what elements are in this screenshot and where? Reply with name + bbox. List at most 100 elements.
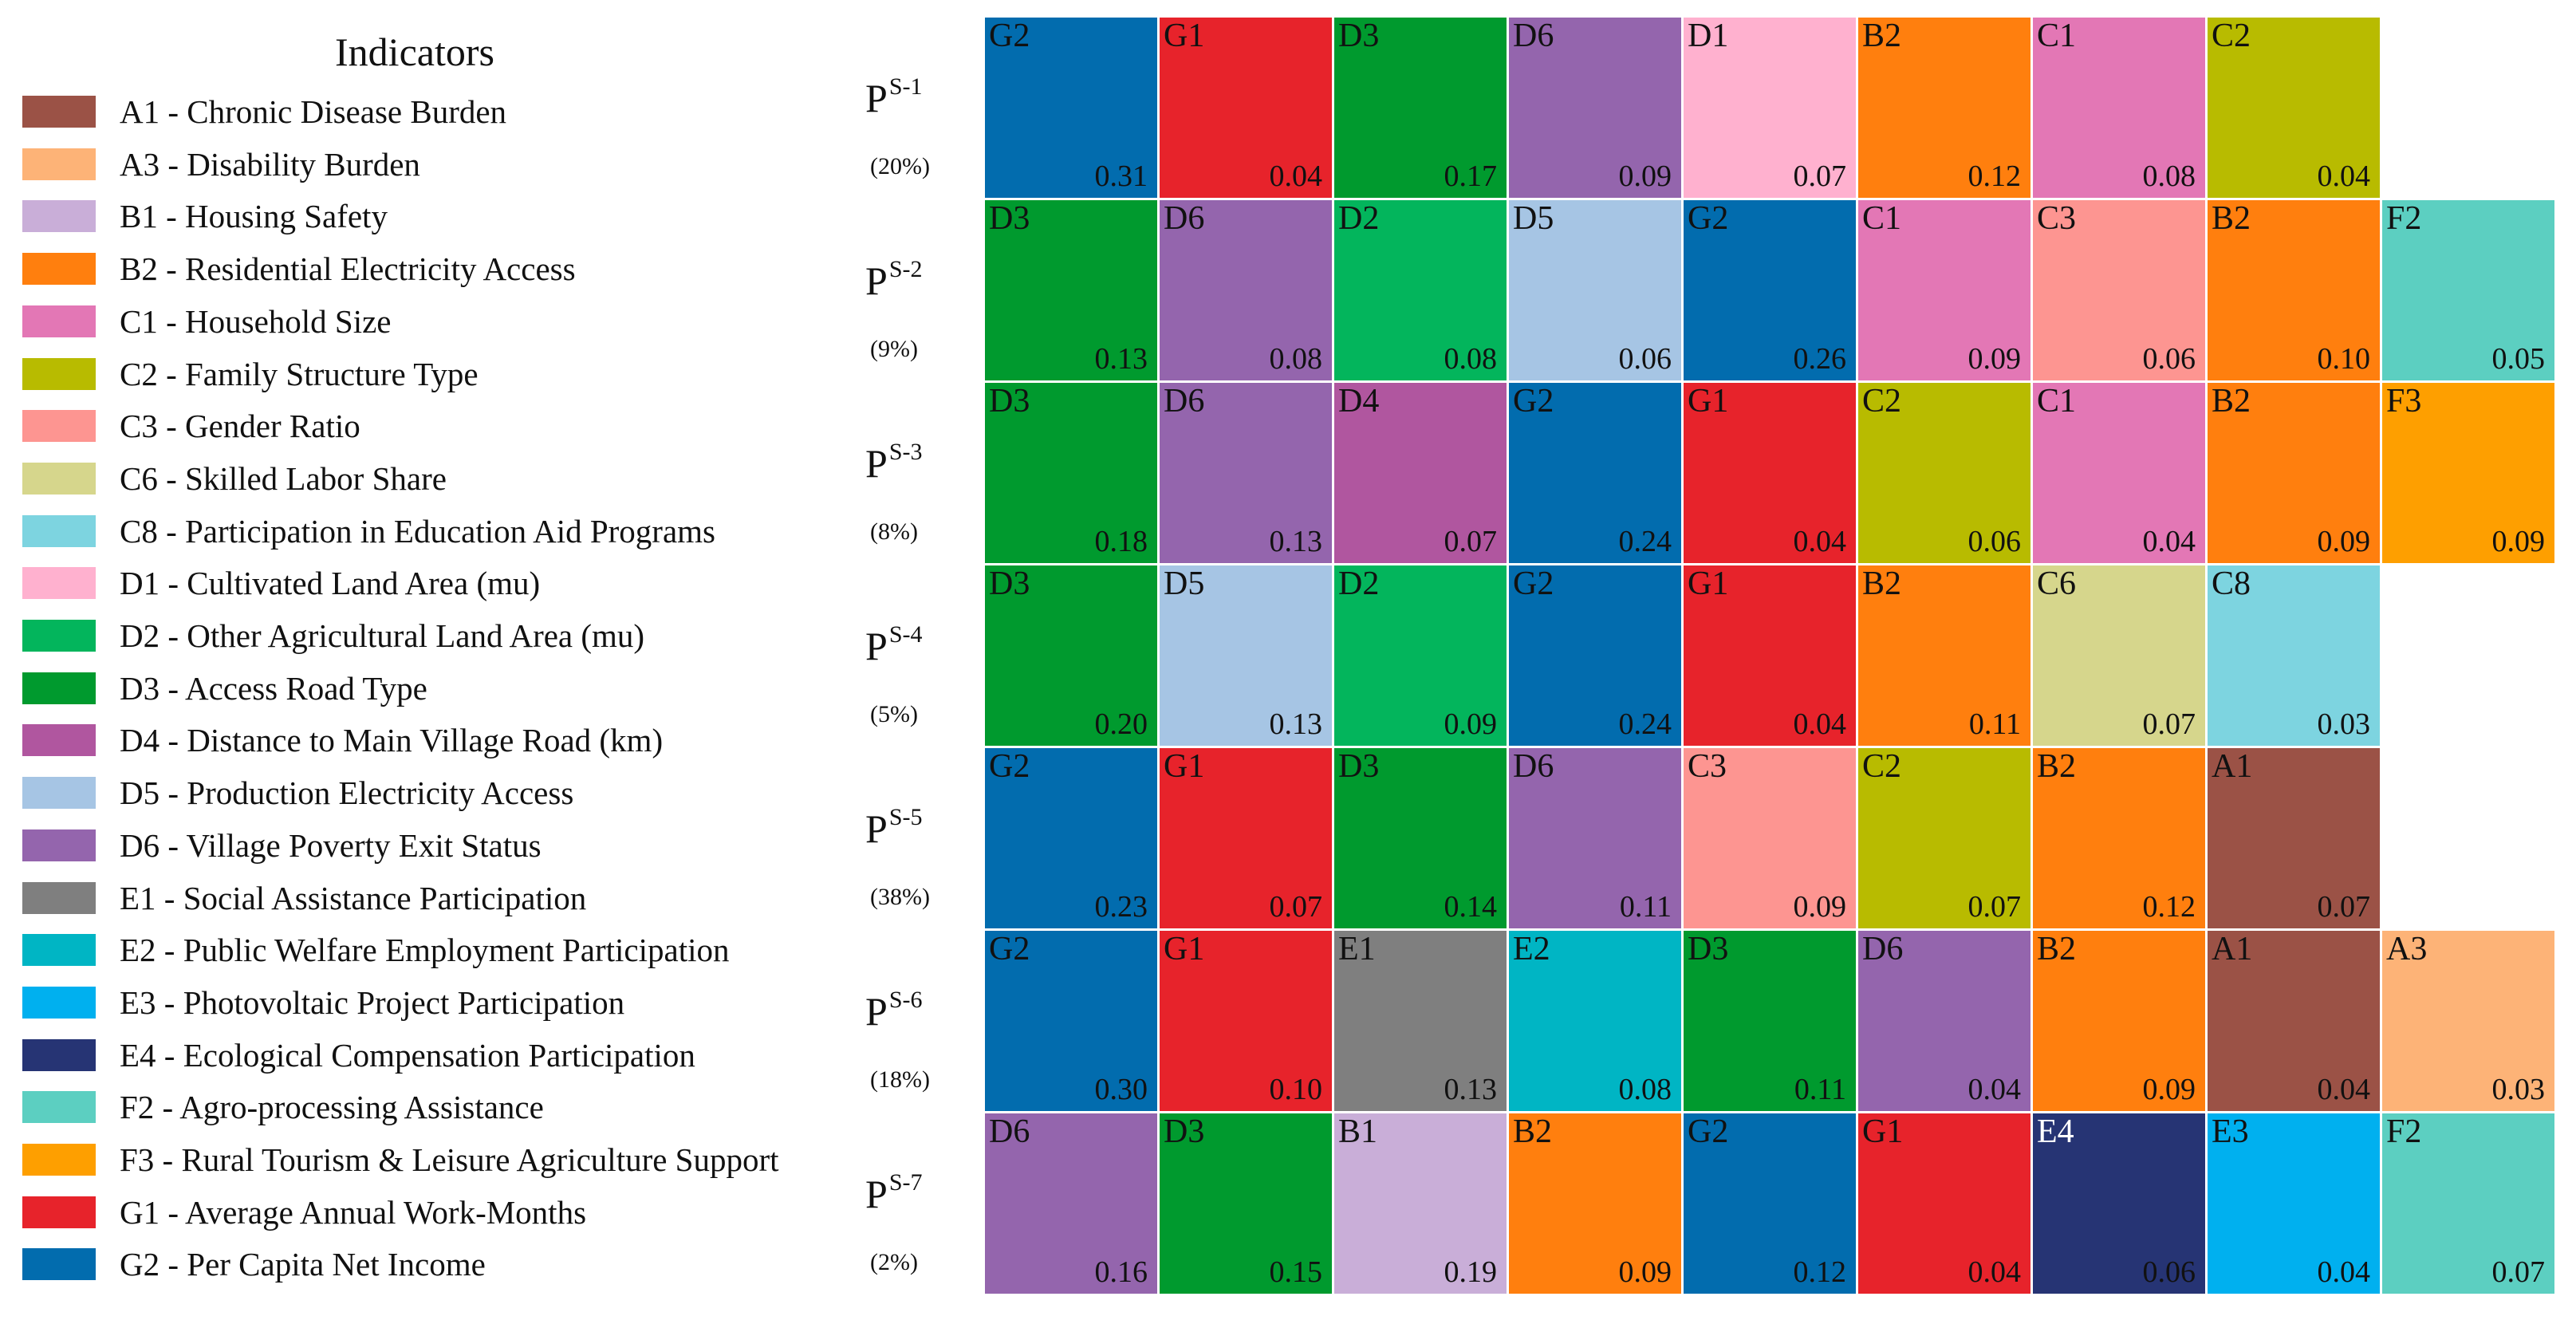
row-share: (5%) (870, 701, 918, 727)
heatmap-cell-d2: D2 0.09 (1334, 565, 1509, 748)
legend-item-a1: A1 - Chronic Disease Burden (22, 93, 506, 130)
cell-value: 0.06 (2142, 342, 2196, 376)
cell-code: B2 (2037, 748, 2077, 785)
legend-swatch (22, 305, 96, 337)
cell-value: 0.04 (2317, 160, 2371, 193)
legend-swatch (22, 1144, 96, 1176)
legend-item-f3: F3 - Rural Tourism & Leisure Agriculture… (22, 1141, 779, 1178)
cell-value: 0.09 (1618, 160, 1672, 193)
cell-code: G2 (989, 748, 1030, 785)
legend-swatch (22, 986, 96, 1019)
heatmap-cell-d6: D6 0.09 (1509, 18, 1684, 200)
cell-value: 0.09 (1444, 707, 1498, 741)
legend-item-f2: F2 - Agro-processing Assistance (22, 1089, 544, 1125)
cell-value: 0.10 (1269, 1073, 1323, 1106)
legend-label: D1 - Cultivated Land Area (mu) (120, 565, 541, 602)
heatmap-cell-c1: C1 0.09 (1858, 200, 2033, 383)
cell-value: 0.04 (1793, 707, 1847, 741)
legend-label: E1 - Social Assistance Participation (120, 879, 587, 916)
heatmap-cell-d3: D3 0.18 (985, 383, 1160, 565)
cell-code: C2 (1862, 748, 1902, 785)
heatmap-cell-c8: C8 0.03 (2208, 565, 2382, 748)
heatmap-cell-d6: D6 0.11 (1509, 748, 1684, 931)
legend-swatch (22, 514, 96, 547)
cell-code: D6 (989, 1113, 1030, 1150)
cell-value: 0.24 (1618, 707, 1672, 741)
heatmap-cell-b1: B1 0.19 (1334, 1113, 1509, 1296)
legend-swatch (22, 1196, 96, 1228)
cell-code: E2 (1513, 931, 1550, 967)
heatmap-cell-b2: B2 0.09 (2033, 931, 2208, 1113)
heatmap-cell-a1: A1 0.04 (2208, 931, 2382, 1113)
legend-item-e4: E4 - Ecological Compensation Participati… (22, 1037, 695, 1074)
cell-value: 0.04 (1967, 1073, 2022, 1106)
heatmap-cell-g2: G2 0.23 (985, 748, 1160, 931)
legend-swatch (22, 567, 96, 600)
heatmap-cell-b2: B2 0.12 (2033, 748, 2208, 931)
cell-code: C1 (2037, 18, 2077, 54)
legend-item-d6: D6 - Village Poverty Exit Status (22, 827, 542, 864)
legend-swatch (22, 253, 96, 286)
heatmap-cell-e4: E4 0.06 (2033, 1113, 2208, 1296)
cell-value: 0.04 (1269, 160, 1323, 193)
cell-code: D6 (1164, 200, 1205, 237)
row-name: PS-4 (865, 621, 923, 668)
legend-swatch (22, 724, 96, 757)
cell-value: 0.12 (2142, 890, 2196, 924)
heatmap-cell-c1: C1 0.04 (2033, 383, 2208, 565)
cell-code: B2 (2212, 383, 2251, 420)
cell-code: D6 (1513, 748, 1554, 785)
legend-label: G1 - Average Annual Work-Months (120, 1193, 587, 1231)
legend-item-b2: B2 - Residential Electricity Access (22, 250, 576, 287)
cell-code: D2 (1338, 200, 1380, 237)
legend-item-e2: E2 - Public Welfare Employment Participa… (22, 932, 730, 968)
heatmap-cell-c3: C3 0.09 (1684, 748, 1858, 931)
legend-item-d4: D4 - Distance to Main Village Road (km) (22, 722, 663, 759)
cell-value: 0.26 (1793, 342, 1847, 376)
legend-swatch (22, 1248, 96, 1281)
cell-value: 0.09 (2142, 1073, 2196, 1106)
legend-label: D2 - Other Agricultural Land Area (mu) (120, 617, 645, 654)
cell-value: 0.11 (1619, 890, 1672, 924)
heatmap-cell-d3: D3 0.13 (985, 200, 1160, 383)
heatmap-cell-d4: D4 0.07 (1334, 383, 1509, 565)
heatmap-cell-a1: A1 0.07 (2208, 748, 2382, 931)
cell-value: 0.13 (1269, 525, 1323, 558)
legend-item-c8: C8 - Participation in Education Aid Prog… (22, 513, 715, 550)
legend-label: C3 - Gender Ratio (120, 408, 360, 445)
heatmap-cell-c2: C2 0.07 (1858, 748, 2033, 931)
heatmap-cell-g2: G2 0.24 (1509, 383, 1684, 565)
row-share: (18%) (870, 1066, 930, 1093)
row-share: (8%) (870, 518, 918, 545)
row-share: (9%) (870, 336, 918, 362)
cell-value: 0.13 (1444, 1073, 1498, 1106)
row-name: PS-7 (865, 1169, 923, 1216)
cell-value: 0.03 (2491, 1073, 2546, 1106)
heatmap-cell-f2: F2 0.05 (2382, 200, 2557, 383)
cell-code: F2 (2386, 200, 2422, 237)
heatmap-cell-g1: G1 0.07 (1160, 748, 1334, 931)
legend-swatch (22, 672, 96, 704)
cell-code: E3 (2212, 1113, 2249, 1150)
cell-value: 0.06 (2142, 1255, 2196, 1289)
cell-code: C2 (2212, 18, 2251, 54)
heatmap-cell-g1: G1 0.10 (1160, 931, 1334, 1113)
cell-value: 0.07 (2317, 890, 2371, 924)
cell-code: G1 (1164, 18, 1205, 54)
heatmap-cell-d3: D3 0.11 (1684, 931, 1858, 1113)
cell-value: 0.07 (2491, 1255, 2546, 1289)
cell-code: B2 (2212, 200, 2251, 237)
cell-value: 0.19 (1444, 1255, 1498, 1289)
cell-value: 0.08 (1269, 342, 1323, 376)
cell-value: 0.09 (2491, 525, 2546, 558)
heatmap-cell-f3: F3 0.09 (2382, 383, 2557, 565)
cell-value: 0.13 (1094, 342, 1148, 376)
cell-value: 0.23 (1094, 890, 1148, 924)
cell-code: A1 (2212, 931, 2253, 967)
cell-value: 0.04 (2317, 1073, 2371, 1106)
cell-code: G2 (989, 931, 1030, 967)
heatmap-cell-c3: C3 0.06 (2033, 200, 2208, 383)
legend-swatch (22, 462, 96, 495)
legend-item-a3: A3 - Disability Burden (22, 146, 420, 183)
cell-code: D6 (1164, 383, 1205, 420)
